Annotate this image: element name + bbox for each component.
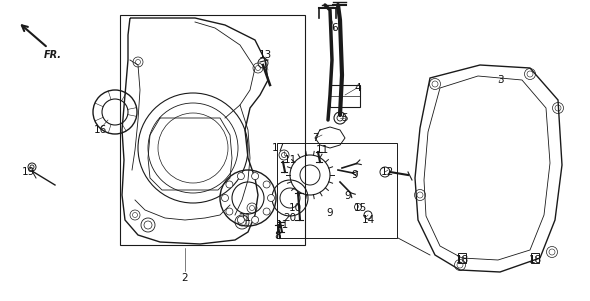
Text: 9: 9 [352, 170, 358, 180]
Circle shape [251, 216, 258, 223]
Circle shape [237, 216, 244, 223]
Circle shape [251, 173, 258, 180]
Text: 10: 10 [289, 203, 301, 213]
Text: 15: 15 [353, 203, 366, 213]
Text: 7: 7 [312, 133, 319, 143]
Text: 11: 11 [283, 155, 297, 165]
Text: 13: 13 [258, 50, 271, 60]
Text: 19: 19 [21, 167, 35, 177]
Text: 4: 4 [355, 83, 361, 93]
Bar [531, 253, 539, 263]
Bar [330, 85, 360, 107]
Text: 14: 14 [361, 215, 375, 225]
Text: 9: 9 [345, 191, 351, 201]
Bar [458, 253, 466, 263]
Circle shape [221, 194, 228, 201]
Text: 5: 5 [342, 113, 348, 123]
Text: 3: 3 [497, 75, 503, 85]
Bar [277, 143, 397, 238]
Text: FR.: FR. [44, 50, 62, 60]
Text: 9: 9 [327, 208, 333, 218]
Text: 18: 18 [529, 255, 542, 265]
Circle shape [263, 181, 270, 188]
Circle shape [263, 208, 270, 215]
Circle shape [237, 173, 244, 180]
Text: 21: 21 [238, 213, 251, 223]
Circle shape [226, 181, 233, 188]
Text: 18: 18 [455, 255, 468, 265]
Text: 12: 12 [381, 167, 394, 177]
Bar [120, 15, 305, 245]
Text: 6: 6 [332, 23, 338, 33]
Text: 17: 17 [271, 143, 284, 153]
Circle shape [267, 194, 274, 201]
Text: 20: 20 [283, 213, 297, 223]
Text: 8: 8 [275, 231, 281, 241]
Text: 2: 2 [182, 273, 188, 283]
Text: 11: 11 [276, 220, 289, 230]
Circle shape [226, 208, 233, 215]
Text: 11: 11 [316, 145, 329, 155]
Text: 16: 16 [93, 125, 107, 135]
Polygon shape [415, 65, 562, 272]
